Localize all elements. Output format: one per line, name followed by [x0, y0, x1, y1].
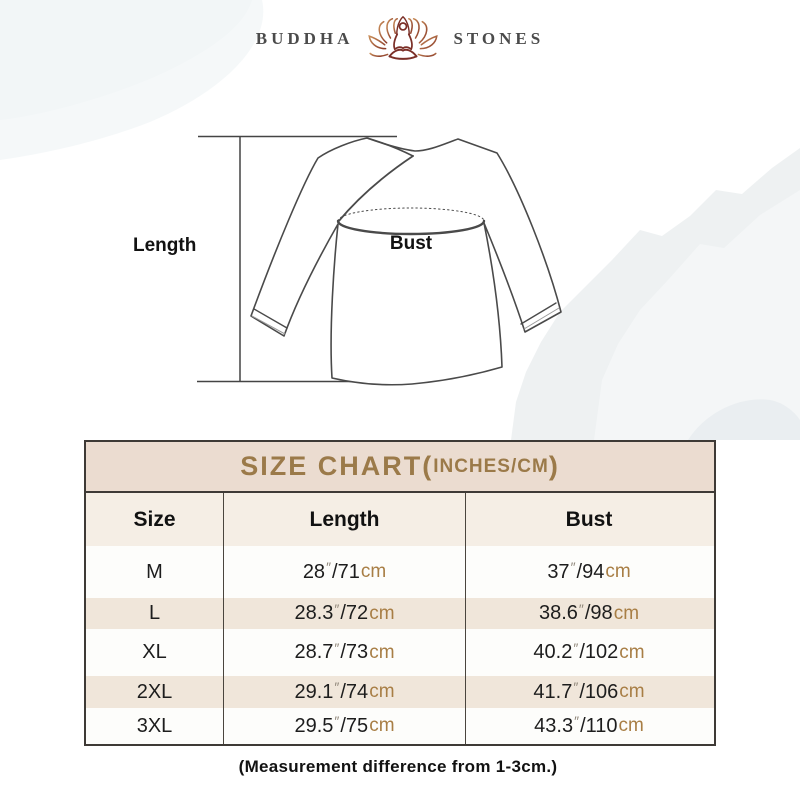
garment-outline [250, 137, 562, 386]
size-chart-rows: M 28 ″/71 cm 37 ″/94 cm L 28.3 ″/72 cm 38.6 ″/98 cm XL… [86, 546, 714, 744]
inch-mark: ″ [570, 559, 576, 575]
bust-cell: 37 ″/94 cm [465, 546, 712, 598]
cm-unit-label: cm [619, 681, 645, 702]
inch-mark: ″ [334, 713, 340, 729]
cm-unit-label: cm [369, 641, 395, 663]
length-cell: 28.3 ″/72 cm [223, 598, 465, 629]
garment-diagram [197, 135, 562, 386]
bust-cm-value: /110 [580, 714, 618, 737]
inch-mark: ″ [334, 679, 340, 695]
inch-mark: ″ [573, 639, 579, 656]
cm-unit-label: cm [369, 602, 395, 624]
table-row: XL 28.7 ″/73 cm 40.2 ″/102 cm [86, 629, 714, 676]
inch-mark: ″ [573, 679, 579, 695]
bust-inches-value: 40.2 [533, 641, 573, 663]
length-inches-value: 28.7 [294, 641, 334, 663]
inch-mark: ″ [326, 559, 332, 575]
table-header-row: Size Length Bust [86, 493, 714, 546]
bust-cm-value: /98 [584, 602, 613, 624]
bust-cell: 41.7 ″/106 cm [465, 676, 712, 708]
length-cm-value: /75 [340, 714, 369, 737]
size-chart-table: SIZE CHART(INCHES/CM) Size Length Bust M… [84, 440, 716, 746]
length-inches-value: 28 [302, 560, 326, 583]
cm-unit-label: cm [618, 715, 644, 736]
bust-cell: 38.6 ″/98 cm [465, 598, 712, 629]
bust-cm-value: /102 [579, 641, 619, 663]
inch-mark: ″ [334, 600, 340, 617]
foothill-bottom-right [688, 399, 800, 440]
bust-inches-value: 43.3 [534, 714, 574, 737]
brand-name-right: STONES [453, 29, 545, 48]
mountain-top-left-haze [0, 0, 264, 160]
bust-inches-value: 41.7 [533, 680, 573, 703]
length-cm-value: /71 [332, 560, 360, 583]
cm-unit-label: cm [369, 715, 395, 736]
table-row: L 28.3 ″/72 cm 38.6 ″/98 cm [86, 598, 714, 629]
bust-cm-value: /106 [579, 680, 619, 703]
bust-inches-value: 37 [547, 560, 570, 583]
table-row: 3XL 29.5 ″/75 cm 43.3 ″/110 cm [86, 708, 714, 744]
table-row: M 28 ″/71 cm 37 ″/94 cm [86, 546, 714, 598]
column-header-bust: Bust [465, 493, 712, 546]
bust-cell: 40.2 ″/102 cm [465, 629, 712, 676]
length-label: Length [133, 235, 197, 256]
length-cell: 28.7 ″/73 cm [223, 629, 465, 676]
length-cell: 29.5 ″/75 cm [223, 708, 465, 744]
length-inches-value: 29.5 [294, 714, 334, 737]
brand-name-left: BUDDHA [255, 29, 354, 48]
bust-cm-value: /94 [576, 560, 605, 583]
size-chart-title-main: SIZE CHART( [240, 451, 434, 481]
size-cell: XL [142, 641, 167, 663]
length-cm-value: /74 [340, 680, 369, 703]
size-cell: 3XL [136, 714, 173, 737]
cm-unit-label: cm [369, 681, 395, 702]
length-inches-value: 28.3 [294, 602, 334, 624]
cm-unit-label: cm [613, 602, 640, 624]
size-cell: M [146, 560, 163, 583]
inch-mark: ″ [334, 639, 340, 656]
brand-logo: BUDDHA [0, 10, 800, 68]
length-cell: 29.1 ″/74 cm [223, 676, 465, 708]
column-header-length: Length [223, 493, 465, 546]
bust-cell: 43.3 ″/110 cm [465, 708, 712, 744]
measurement-note: (Measurement difference from 1-3cm.) [238, 757, 558, 776]
size-chart-title: SIZE CHART(INCHES/CM) [86, 442, 714, 493]
bust-inches-value: 38.6 [538, 602, 578, 624]
length-inches-value: 29.1 [294, 680, 334, 703]
size-cell: L [148, 602, 161, 624]
lotus-meditation-icon [368, 15, 439, 60]
bust-label: Bust [389, 233, 433, 254]
inch-mark: ″ [578, 600, 584, 617]
table-row: 2XL 29.1 ″/74 cm 41.7 ″/106 cm [86, 676, 714, 708]
cm-unit-label: cm [360, 561, 387, 582]
size-chart-title-units: INCHES/CM [433, 455, 549, 477]
size-cell: 2XL [136, 680, 173, 703]
garment-detail-lines [251, 137, 560, 335]
length-cm-value: /72 [340, 602, 369, 624]
inch-mark: ″ [574, 713, 580, 729]
size-chart-title-close: ) [548, 451, 560, 481]
cm-unit-label: cm [619, 641, 645, 663]
length-cm-value: /73 [340, 641, 369, 663]
column-header-size: Size [133, 507, 176, 531]
cm-unit-label: cm [605, 561, 631, 582]
mountain-right-inner [594, 190, 800, 440]
length-cell: 28 ″/71 cm [223, 546, 465, 598]
